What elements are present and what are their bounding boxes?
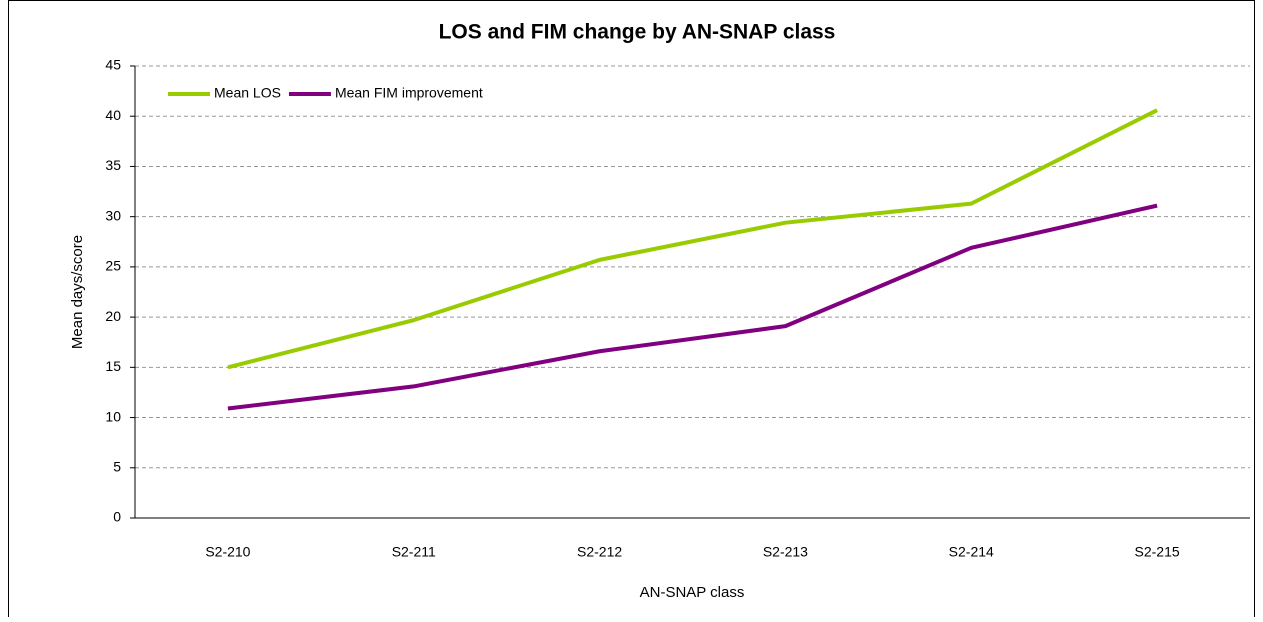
x-tick-label: S2-215 [1135, 544, 1180, 560]
x-axis-label: AN-SNAP class [640, 584, 745, 601]
y-tick-label: 5 [113, 458, 121, 474]
y-tick-label: 45 [105, 57, 121, 73]
chart-title: LOS and FIM change by AN-SNAP class [439, 21, 836, 44]
x-tick-label: S2-212 [577, 544, 622, 560]
legend-label: Mean FIM improvement [335, 85, 483, 101]
y-axis-label: Mean days/score [69, 235, 86, 349]
x-tick-label: S2-214 [949, 544, 994, 560]
x-tick-label: S2-213 [763, 544, 808, 560]
y-tick-label: 0 [113, 509, 121, 525]
y-tick-label: 25 [105, 258, 121, 274]
y-tick-label: 20 [105, 308, 121, 324]
x-tick-label: S2-211 [392, 544, 436, 560]
y-tick-label: 10 [105, 408, 121, 424]
legend-label: Mean LOS [214, 85, 281, 101]
x-tick-label: S2-210 [205, 544, 250, 560]
chart-frame [8, 0, 1255, 622]
y-tick-label: 15 [105, 358, 121, 374]
data-line [227, 108, 1158, 370]
data-line [227, 203, 1158, 411]
y-tick-label: 30 [105, 207, 121, 223]
y-tick-label: 35 [105, 157, 121, 173]
y-tick-label: 40 [105, 107, 121, 123]
